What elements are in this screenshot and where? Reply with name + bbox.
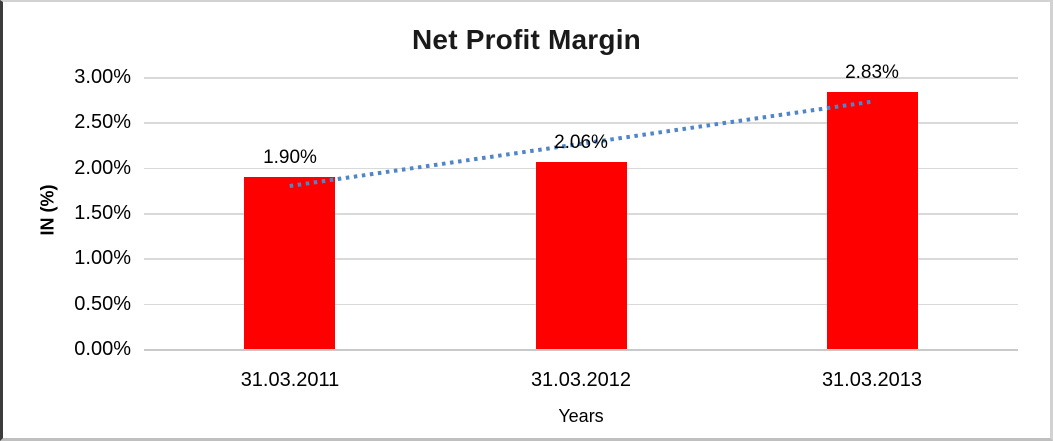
bar bbox=[827, 92, 918, 349]
y-tick-label: 2.00% bbox=[74, 157, 131, 179]
gridline bbox=[144, 77, 1018, 79]
bar-value-label: 1.90% bbox=[263, 146, 317, 168]
bar bbox=[536, 162, 627, 349]
trendline bbox=[289, 99, 873, 188]
y-tick-label: 1.00% bbox=[74, 247, 131, 269]
y-tick-label: 2.50% bbox=[74, 111, 131, 133]
x-axis-title: Years bbox=[558, 406, 604, 426]
bar-value-label: 2.83% bbox=[845, 62, 899, 84]
y-tick-label: 1.50% bbox=[74, 202, 131, 224]
y-tick-label: 0.00% bbox=[74, 338, 131, 360]
x-tick-label: 31.03.2013 bbox=[821, 369, 923, 391]
y-tick-label: 3.00% bbox=[74, 66, 131, 88]
y-tick-label: 0.50% bbox=[74, 293, 131, 315]
chart-title: Net Profit Margin bbox=[412, 24, 641, 55]
x-tick-label: 31.03.2012 bbox=[530, 369, 632, 391]
plot-area: 1.90% 2.06% 2.83% bbox=[144, 63, 1018, 351]
x-tick-label: 31.03.2011 bbox=[240, 369, 340, 391]
gridline bbox=[144, 122, 1018, 124]
bar-value-label: 2.06% bbox=[554, 132, 608, 154]
bar bbox=[244, 176, 335, 349]
